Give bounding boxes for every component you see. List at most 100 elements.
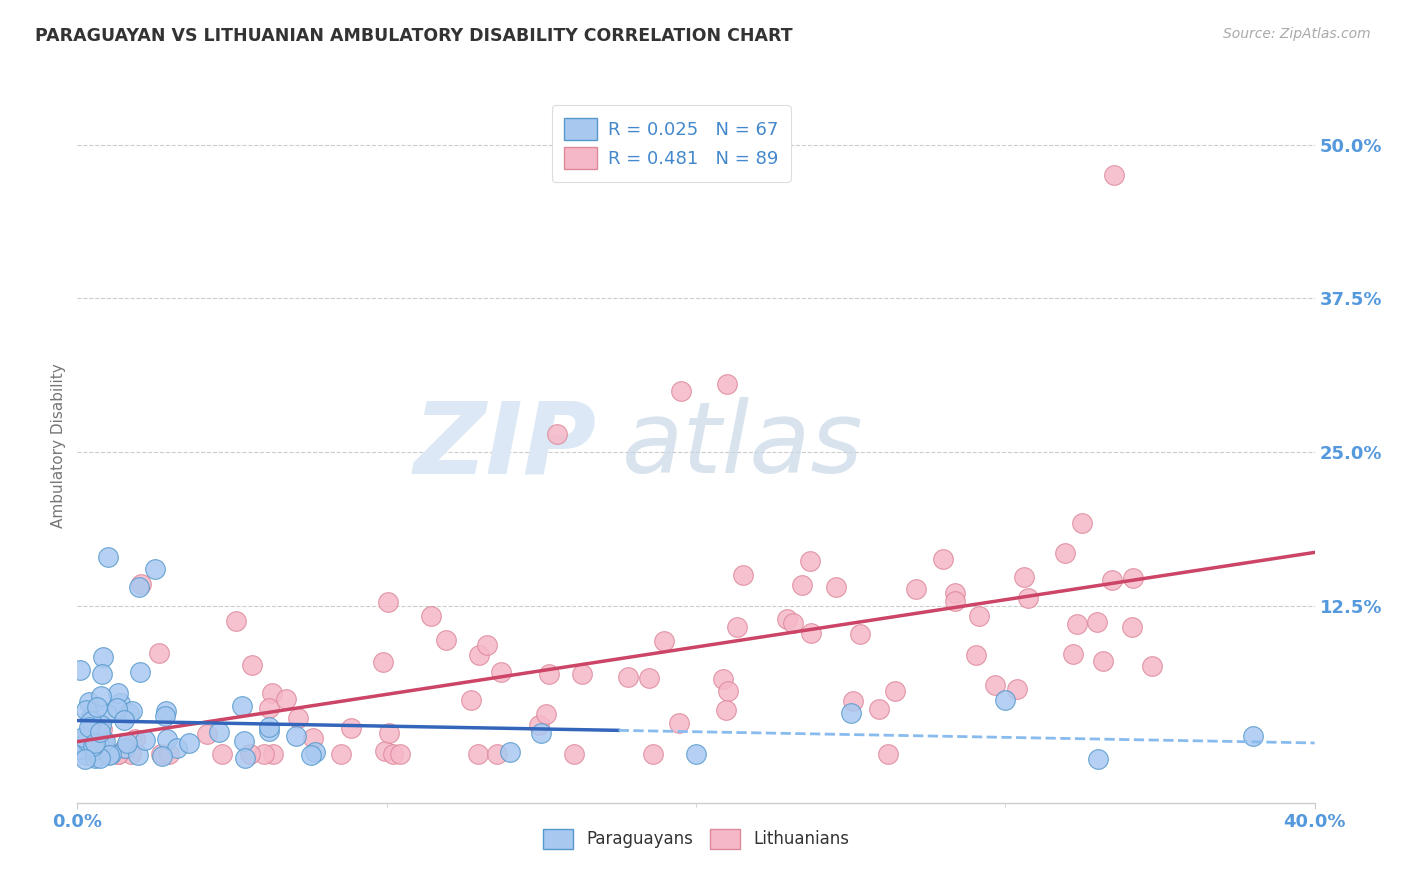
Point (388, 747, 411, 761)
Y-axis label: Ambulatory Disability: Ambulatory Disability (51, 364, 66, 528)
Point (91, 649, 114, 664)
Point (966, 648, 988, 662)
Point (257, 701, 280, 715)
Point (1102, 169, 1125, 183)
Point (262, 747, 284, 761)
Point (105, 701, 128, 715)
Point (129, 577, 152, 591)
Point (114, 713, 136, 727)
Point (177, 736, 200, 750)
Point (127, 748, 149, 763)
Point (128, 665, 150, 680)
Point (537, 667, 560, 681)
Point (96, 706, 118, 721)
Point (725, 620, 748, 634)
Point (1122, 571, 1144, 585)
Point (155, 704, 177, 718)
Point (943, 594, 966, 608)
Point (499, 745, 522, 759)
Point (799, 553, 821, 567)
Point (143, 562, 166, 576)
Point (534, 707, 557, 722)
Point (90, 718, 112, 732)
Point (475, 638, 498, 652)
Point (775, 612, 797, 626)
Point (371, 656, 394, 670)
Point (114, 741, 136, 756)
Point (91, 733, 114, 747)
Point (134, 732, 156, 747)
Point (80, 714, 103, 728)
Point (868, 701, 890, 715)
Point (76, 734, 98, 748)
Point (121, 704, 143, 718)
Point (120, 747, 142, 761)
Point (69, 664, 91, 678)
Point (195, 726, 218, 740)
Point (97, 549, 120, 564)
Point (75, 703, 97, 717)
Point (276, 692, 298, 706)
Point (571, 666, 593, 681)
Point (124, 732, 146, 747)
Point (150, 748, 173, 763)
Point (91, 666, 114, 681)
Point (617, 670, 640, 684)
Point (637, 671, 659, 685)
Point (79, 711, 101, 725)
Point (420, 609, 443, 624)
Point (83, 751, 105, 765)
Point (932, 551, 955, 566)
Point (467, 648, 489, 662)
Point (155, 732, 177, 747)
Point (733, 568, 755, 582)
Point (83, 735, 105, 749)
Point (90, 689, 112, 703)
Point (79, 720, 101, 734)
Point (841, 694, 863, 708)
Point (1066, 617, 1088, 632)
Point (75, 748, 97, 763)
Point (460, 693, 482, 707)
Point (231, 698, 253, 713)
Point (1017, 591, 1039, 606)
Point (905, 582, 928, 597)
Point (839, 706, 862, 720)
Point (302, 731, 325, 745)
Point (792, 578, 814, 592)
Point (166, 740, 188, 755)
Point (641, 747, 664, 761)
Point (1005, 682, 1028, 697)
Point (489, 665, 512, 679)
Point (685, 747, 707, 761)
Point (257, 720, 280, 734)
Point (114, 741, 136, 756)
Point (849, 627, 872, 641)
Point (107, 685, 129, 699)
Point (339, 721, 361, 735)
Point (717, 684, 740, 698)
Point (377, 726, 399, 740)
Point (239, 747, 262, 761)
Point (669, 384, 692, 398)
Point (984, 678, 1007, 692)
Point (825, 581, 848, 595)
Point (90, 722, 112, 736)
Point (69, 733, 91, 747)
Point (89, 724, 111, 739)
Point (233, 751, 256, 765)
Point (285, 729, 308, 743)
Point (304, 745, 326, 759)
Point (1062, 648, 1084, 662)
Point (107, 747, 129, 761)
Point (83, 743, 105, 757)
Point (799, 626, 821, 640)
Point (86, 699, 108, 714)
Point (118, 706, 141, 721)
Point (1140, 659, 1163, 673)
Point (257, 723, 280, 738)
Point (967, 608, 990, 623)
Point (1012, 570, 1035, 584)
Point (782, 616, 804, 631)
Point (374, 744, 396, 758)
